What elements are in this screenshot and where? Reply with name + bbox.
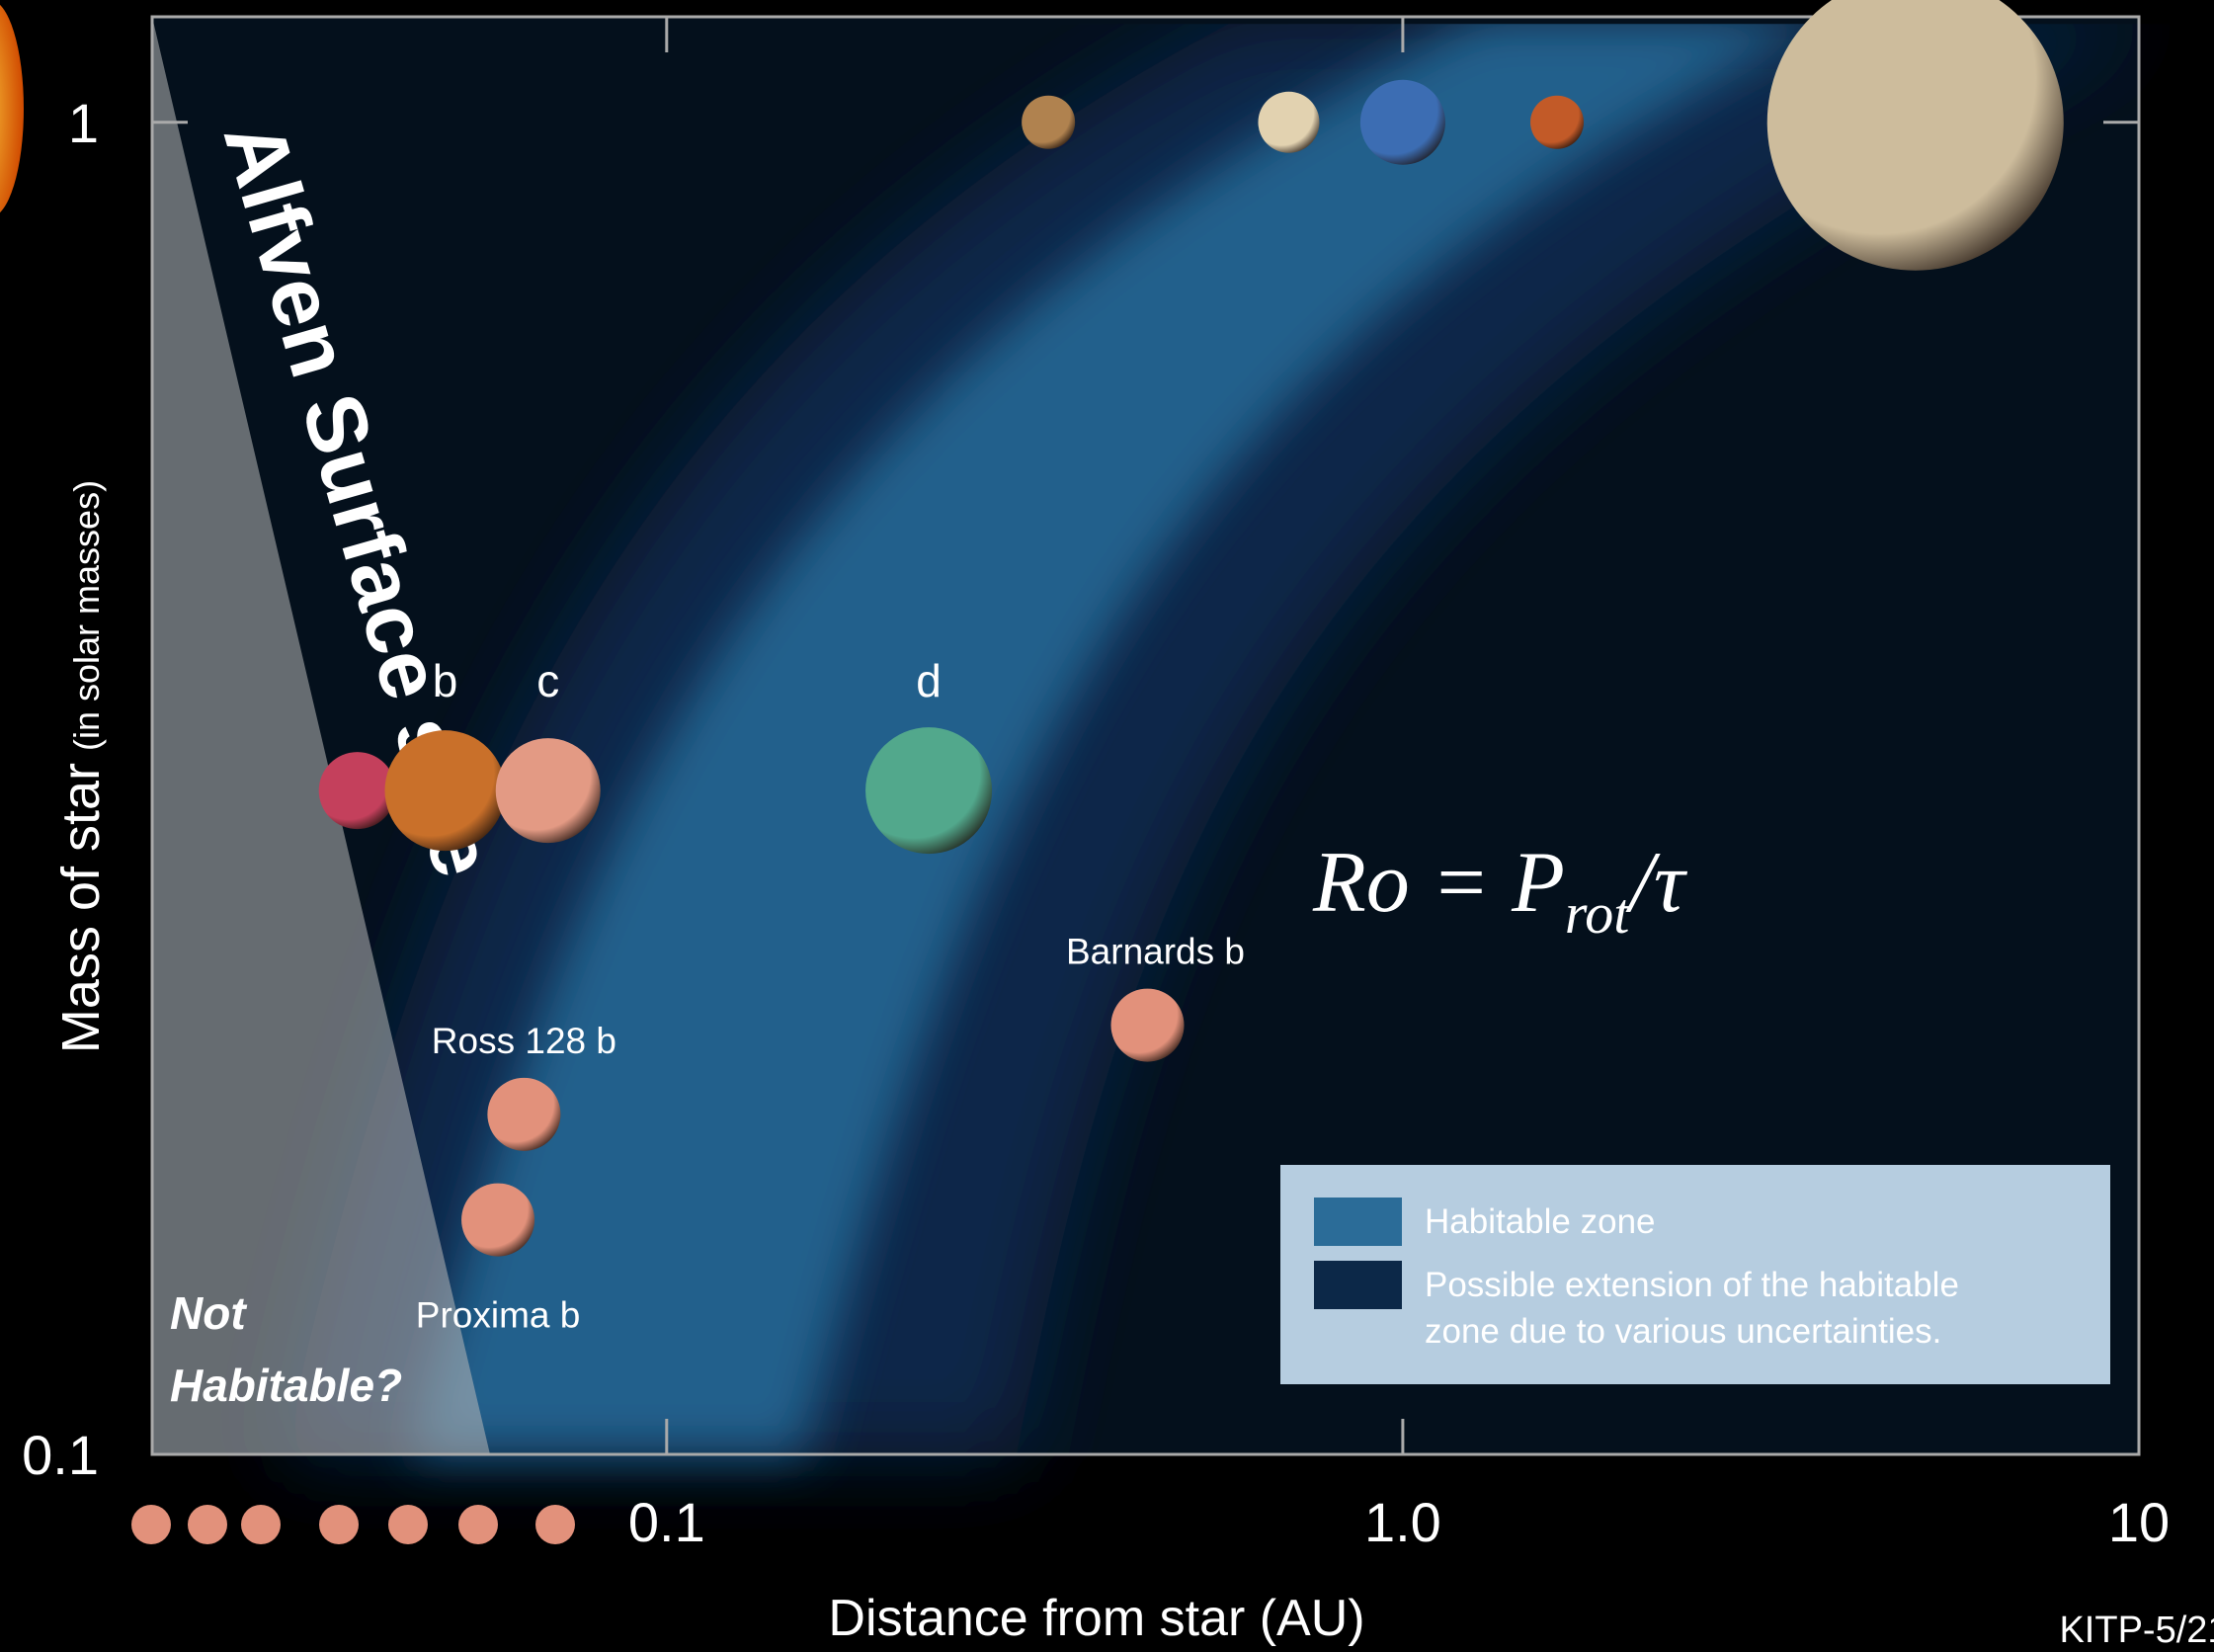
planet <box>461 1183 535 1257</box>
dot <box>388 1505 428 1544</box>
planet <box>384 730 506 852</box>
planet <box>1359 79 1445 165</box>
dot <box>458 1505 498 1544</box>
plot-frame <box>150 15 2141 1456</box>
planet-label: Barnards b <box>1066 932 1245 972</box>
dot <box>535 1505 575 1544</box>
y-axis-title: Mass of star (in solar masses) <box>51 480 111 1053</box>
legend-box <box>1280 1165 2110 1384</box>
bottom-dots <box>131 1505 575 1544</box>
legend-label: zone due to various uncertainties. <box>1425 1312 1941 1351</box>
x-tick-label: 10 <box>2108 1491 2170 1553</box>
formula-rest: /τ <box>1624 835 1687 931</box>
y-axis-title-main: Mass of star <box>51 763 111 1053</box>
formula: Ro = Prot/τ <box>1312 835 1688 946</box>
planet-label: d <box>916 655 942 706</box>
habitable-zone <box>282 24 2131 1454</box>
alfven-region <box>152 17 490 1454</box>
legend-swatch <box>1314 1261 1402 1309</box>
planet-label: c <box>536 655 559 706</box>
formula-sub: rot <box>1565 881 1631 946</box>
formula-base: Ro = P <box>1312 835 1565 931</box>
planet <box>1766 0 2064 271</box>
y-tick-label: 0.1 <box>22 1424 99 1486</box>
planet <box>1258 91 1320 153</box>
planet <box>865 727 993 855</box>
dot <box>131 1505 171 1544</box>
note-line: Habitable? <box>170 1360 402 1411</box>
x-tick-label: 0.1 <box>628 1491 705 1553</box>
planet <box>1110 988 1185 1062</box>
legend-label: Possible extension of the habitable <box>1425 1266 1959 1304</box>
planet-label: b <box>433 655 458 706</box>
y-axis-title-note: (in solar masses) <box>66 480 107 751</box>
x-axis-title: Distance from star (AU) <box>828 1590 1364 1647</box>
planet <box>487 1077 561 1151</box>
legend-label: Habitable zone <box>1425 1202 1656 1241</box>
dot <box>188 1505 227 1544</box>
planet-label: Ross 128 b <box>432 1021 616 1061</box>
note-line: Not <box>170 1287 247 1339</box>
footer: KITP-5/21 <box>2059 1610 2214 1651</box>
sun <box>0 4 24 213</box>
legend-swatch <box>1314 1198 1402 1246</box>
planet <box>1530 95 1585 149</box>
planet <box>318 752 396 830</box>
y-tick-label: 1 <box>68 92 99 154</box>
dot <box>241 1505 281 1544</box>
planet <box>495 738 601 844</box>
planet <box>1022 95 1076 149</box>
planet-label: Proxima b <box>416 1295 581 1336</box>
habitable-band <box>409 24 1823 1454</box>
dot <box>319 1505 359 1544</box>
x-tick-label: 1.0 <box>1364 1491 1441 1553</box>
